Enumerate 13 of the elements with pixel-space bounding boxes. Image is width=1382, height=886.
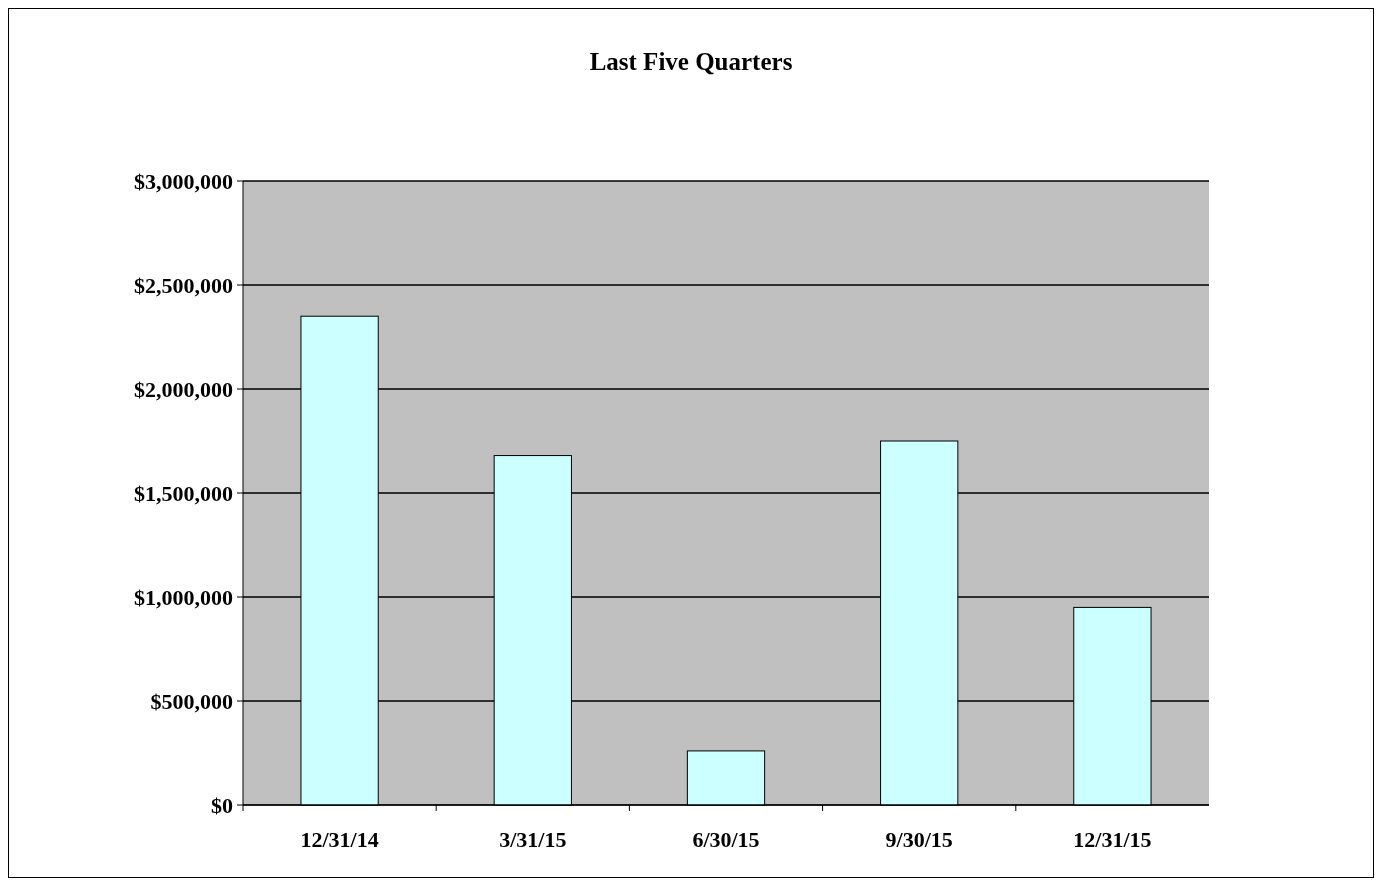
x-tick-label: 12/31/14 <box>300 827 379 852</box>
x-tick-label: 12/31/15 <box>1073 827 1152 852</box>
x-tick-label: 3/31/15 <box>499 827 567 852</box>
y-tick-label: $3,000,000 <box>134 168 233 194</box>
x-tick-label: 9/30/15 <box>885 827 953 852</box>
y-tick-label: $1,500,000 <box>134 480 233 506</box>
y-tick-label: $2,500,000 <box>134 272 233 298</box>
chart-title: Last Five Quarters <box>589 48 793 75</box>
y-tick-label: $1,000,000 <box>134 584 233 610</box>
x-tick-label: 6/30/15 <box>692 827 760 852</box>
y-tick-label: $2,000,000 <box>134 376 233 402</box>
y-tick-label: $500,000 <box>150 688 233 714</box>
y-tick-label: $0 <box>211 792 233 818</box>
